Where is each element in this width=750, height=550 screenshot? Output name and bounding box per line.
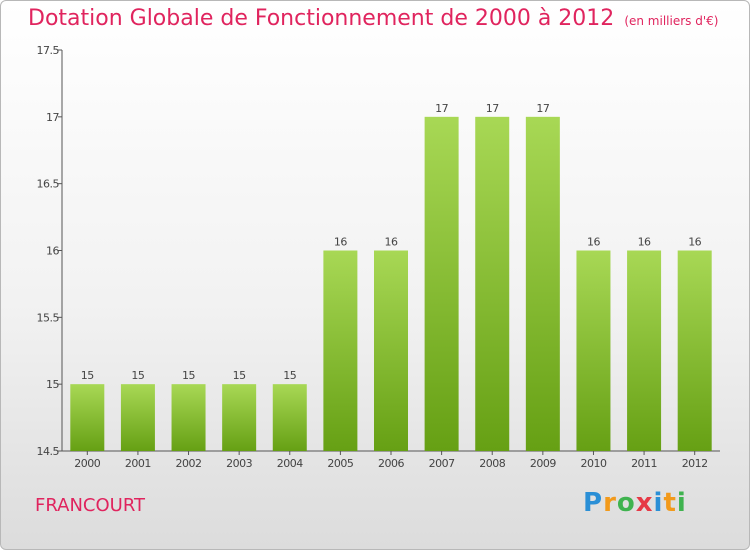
y-tick-label: 17.5 [37,44,60,57]
bar [222,384,257,451]
bar-value-label: 16 [334,236,347,249]
bar-value-label: 15 [233,369,246,382]
bar-value-label: 16 [638,236,651,249]
bar [374,250,408,451]
y-tick-label: 16 [46,245,59,258]
bar [323,250,358,451]
x-tick-label: 2001 [125,457,151,470]
y-axis: 14.5 15 15.5 16 16.5 17 17.5 [37,44,63,458]
y-tick-label: 15.5 [37,311,60,324]
bar-value-label: 15 [283,369,296,382]
logo-letter: o [616,488,636,518]
y-tick-label: 14.5 [37,445,60,458]
logo-letter: x [635,488,654,518]
bar [424,116,459,451]
bar-value-label: 15 [81,369,94,382]
logo-letter: r [603,488,617,518]
logo-letter: P [583,488,604,518]
bars: 15 15 15 15 15 16 16 17 17 17 16 16 16 [70,102,712,451]
chart-title-text: Dotation Globale de Fonctionnement de 20… [28,6,615,31]
x-tick-label: 2007 [429,457,455,470]
y-tick-label: 16.5 [37,178,60,191]
x-tick-label: 2008 [479,457,505,470]
bar [475,116,510,451]
x-axis: 2000 2001 2002 2003 2004 2005 2006 2007 2008 2009… [62,450,720,470]
x-tick-label: 2009 [530,457,556,470]
bar-value-label: 16 [688,236,701,249]
bar-value-label: 16 [385,236,398,249]
logo-letter: t [663,488,677,518]
bar [171,384,206,451]
bar [677,250,712,451]
bar-value-label: 17 [486,102,499,115]
bar-value-label: 15 [182,369,195,382]
y-tick-label: 17 [46,111,59,124]
logo-letter: i [653,488,664,518]
x-tick-label: 2010 [580,457,606,470]
x-tick-label: 2006 [378,457,404,470]
chart-title: Dotation Globale de Fonctionnement de 20… [28,6,718,31]
x-tick-label: 2003 [226,457,252,470]
bar-value-label: 17 [435,102,448,115]
bar [120,384,155,451]
x-tick-label: 2002 [176,457,202,470]
commune-name: FRANCOURT [35,495,146,516]
bar-value-label: 17 [536,102,549,115]
bar-value-label: 16 [587,236,600,249]
bar [576,250,611,451]
bar [627,250,662,451]
y-tick-label: 15 [46,378,59,391]
x-tick-label: 2012 [682,457,708,470]
bar-value-label: 15 [131,369,144,382]
logo-letter: i [676,488,687,518]
bar [70,384,105,451]
proxiti-logo: Proxiti [583,488,687,518]
x-tick-label: 2004 [277,457,303,470]
x-tick-label: 2000 [74,457,100,470]
x-tick-label: 2011 [631,457,657,470]
chart-subtitle: (en milliers d'€) [624,14,719,28]
x-tick-label: 2005 [327,457,353,470]
bar [272,384,307,451]
bar [525,116,560,451]
